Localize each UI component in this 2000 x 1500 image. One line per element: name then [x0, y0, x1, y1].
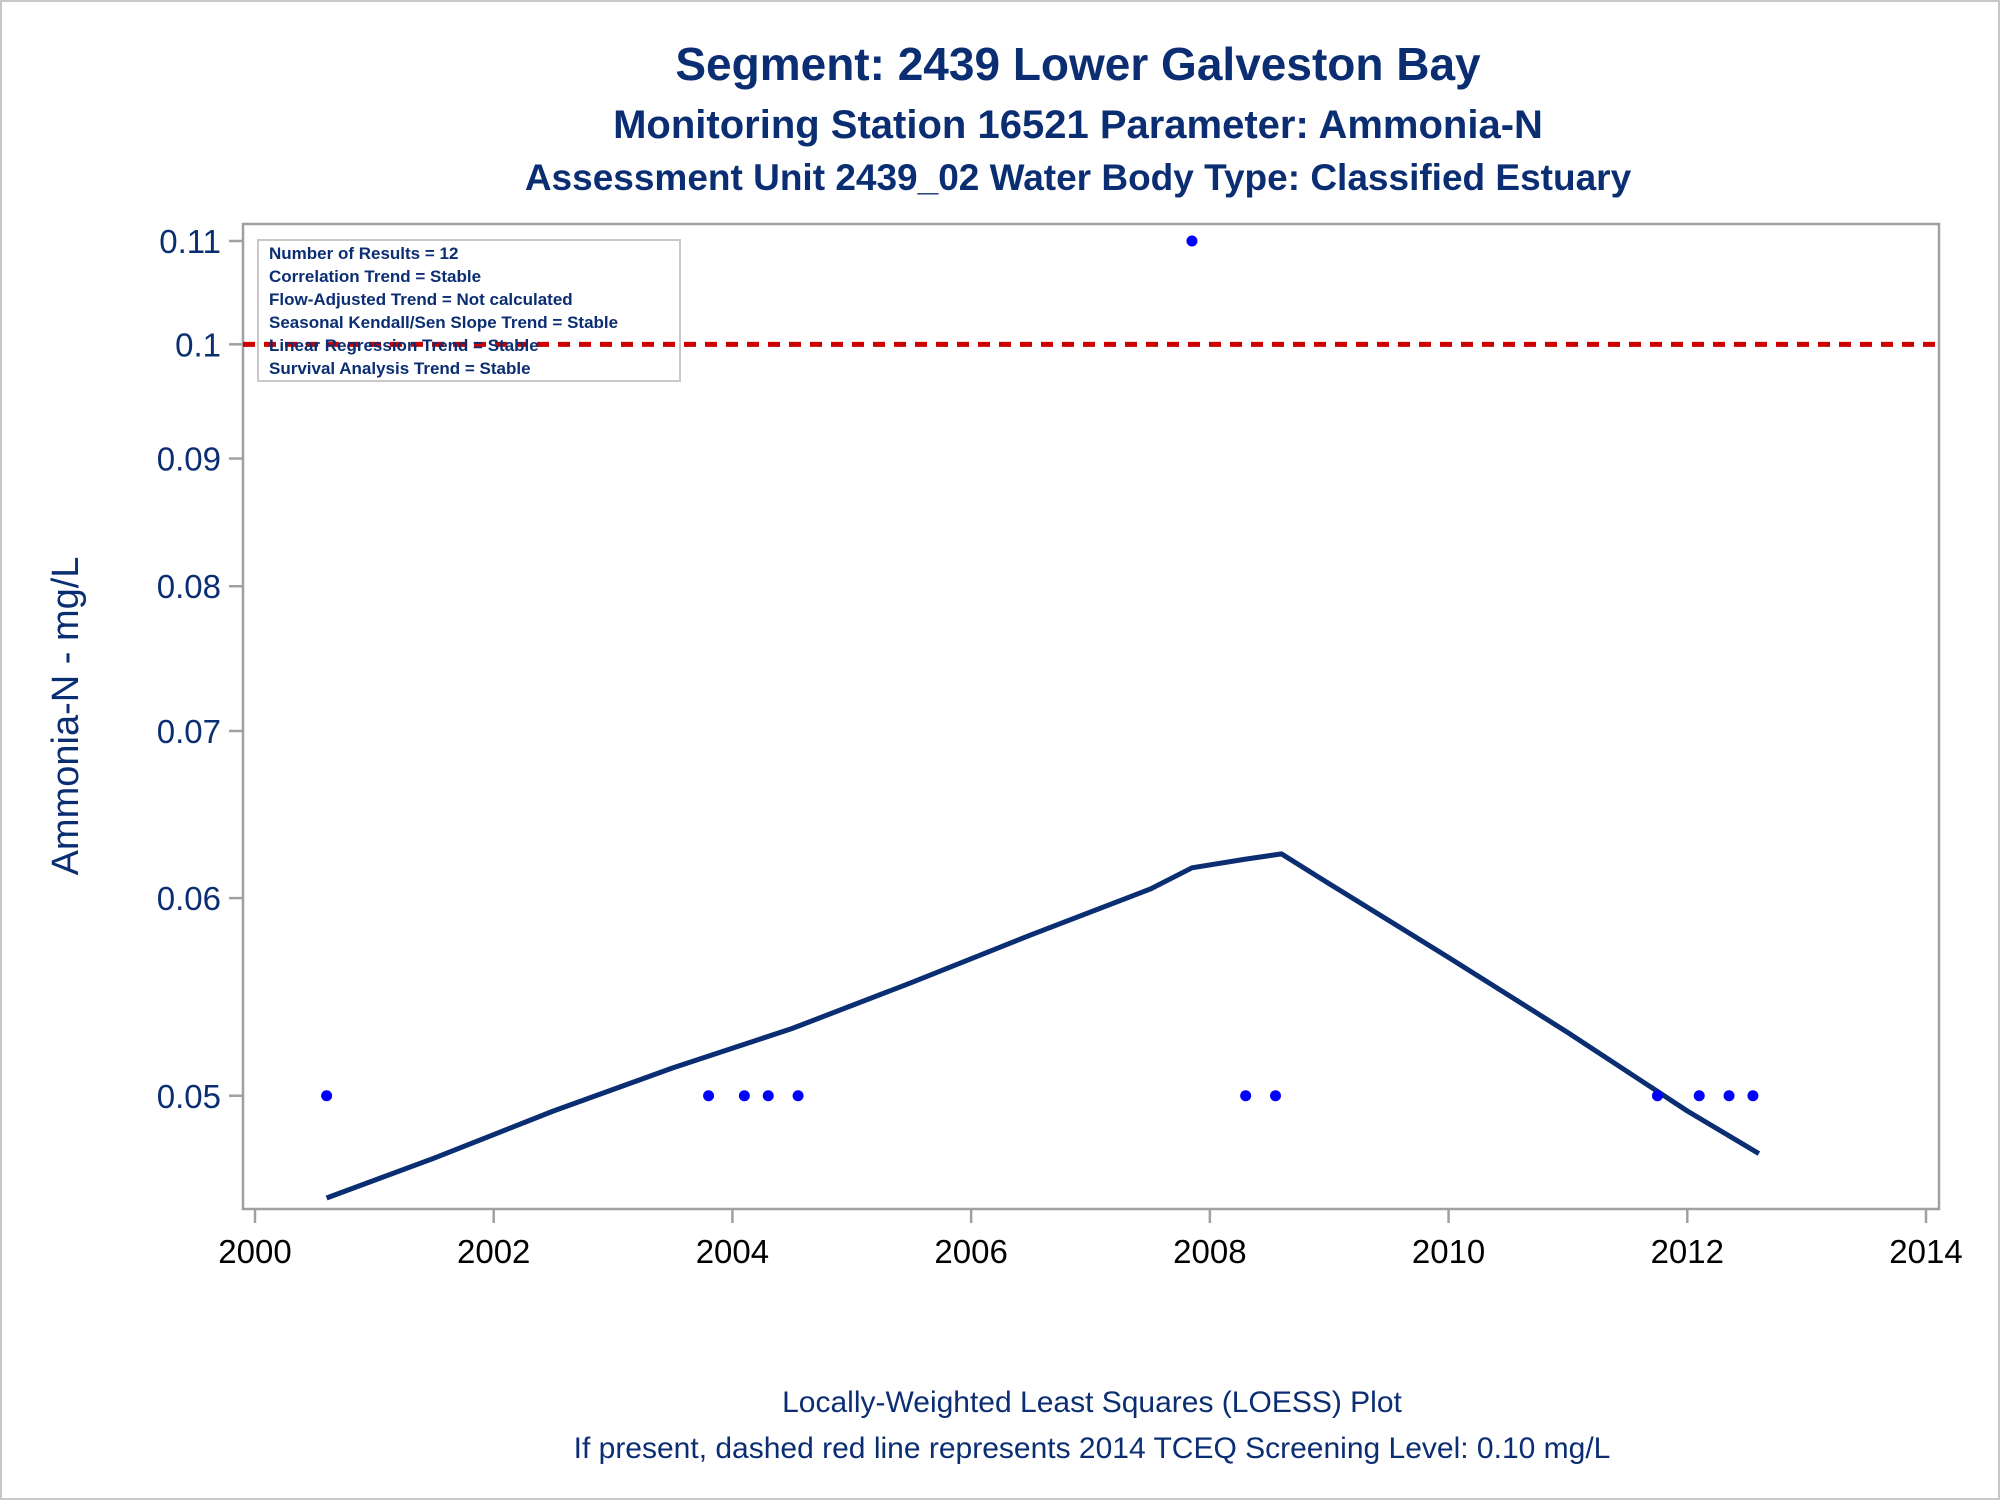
observations-series [321, 235, 1759, 1102]
chart-subtitle-2: Assessment Unit 2439_02 Water Body Type:… [525, 157, 1632, 198]
data-point [703, 1090, 715, 1102]
data-point [1240, 1090, 1252, 1102]
data-point [1270, 1090, 1282, 1102]
data-point [1186, 235, 1198, 247]
stats-line-linear-regression: Linear Regression Trend = Stable [269, 336, 539, 355]
data-point [738, 1090, 750, 1102]
y-tick-label: 0.06 [157, 880, 221, 917]
data-point [1747, 1090, 1759, 1102]
x-tick-label: 2012 [1651, 1233, 1724, 1270]
loess-series-line [325, 851, 1761, 1201]
data-point [1651, 1090, 1663, 1102]
stats-box: Number of Results = 12 Correlation Trend… [257, 239, 681, 382]
footnote-loess: Locally-Weighted Least Squares (LOESS) P… [782, 1386, 1402, 1419]
data-point [762, 1090, 774, 1102]
x-tick-label: 2006 [934, 1233, 1007, 1270]
stats-line-correlation: Correlation Trend = Stable [269, 267, 481, 286]
footnote-screening-level: If present, dashed red line represents 2… [574, 1432, 1611, 1465]
x-axis: 2000 2002 2004 2006 2008 2010 2012 2014 [218, 1209, 1963, 1270]
x-tick-label: 2014 [1889, 1233, 1962, 1270]
y-axis: 0.05 0.06 0.07 0.08 0.09 0.1 0.11 [157, 223, 243, 1115]
y-axis-label: Ammonia-N - mg/L [45, 557, 87, 876]
y-tick-label: 0.07 [157, 713, 221, 750]
chart-title: Segment: 2439 Lower Galveston Bay [675, 38, 1481, 90]
y-tick-label: 0.08 [157, 568, 221, 605]
data-point [1693, 1090, 1705, 1102]
data-point [1723, 1090, 1735, 1102]
stats-line-survival: Survival Analysis Trend = Stable [269, 359, 531, 378]
x-tick-label: 2008 [1173, 1233, 1246, 1270]
stats-line-seasonal-kendall: Seasonal Kendall/Sen Slope Trend = Stabl… [269, 313, 618, 332]
x-tick-label: 2000 [218, 1233, 291, 1270]
stats-line-results: Number of Results = 12 [269, 244, 458, 263]
x-tick-label: 2002 [457, 1233, 530, 1270]
y-tick-label: 0.1 [175, 326, 221, 363]
data-point [792, 1090, 804, 1102]
plot-area [241, 222, 1941, 1211]
data-point [321, 1090, 333, 1102]
stats-box-border [257, 239, 681, 382]
chart-subtitle: Monitoring Station 16521 Parameter: Ammo… [613, 103, 1543, 147]
y-tick-label: 0.05 [157, 1078, 221, 1115]
x-tick-label: 2004 [696, 1233, 769, 1270]
y-tick-label: 0.09 [157, 441, 221, 478]
stats-line-flow-adjusted: Flow-Adjusted Trend = Not calculated [269, 290, 573, 309]
x-tick-label: 2010 [1412, 1233, 1485, 1270]
y-tick-label: 0.11 [159, 223, 221, 260]
